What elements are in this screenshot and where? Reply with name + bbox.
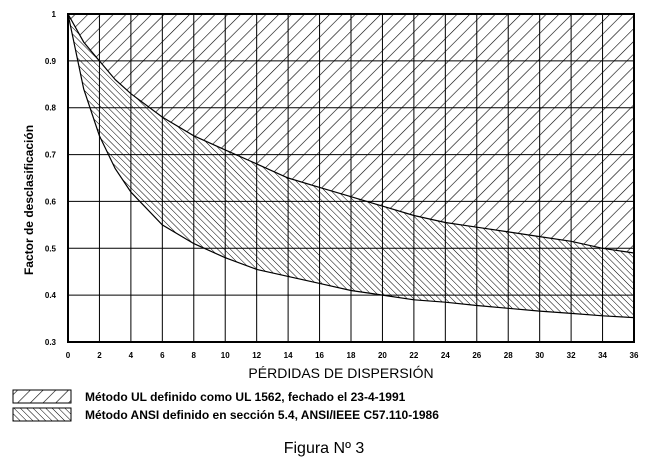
legend: Método UL definido como UL 1562, fechado…	[12, 389, 439, 422]
plot-frame	[67, 13, 635, 343]
x-tick-label: 28	[504, 351, 513, 360]
x-axis-label: PÉRDIDAS DE DISPERSIÓN	[248, 365, 433, 381]
legend-label-ul: Método UL definido como UL 1562, fechado…	[85, 390, 406, 404]
x-tick-label: 20	[378, 351, 387, 360]
x-tick-label: 32	[567, 351, 576, 360]
x-tick-label: 8	[192, 351, 197, 360]
legend-label-ansi: Método ANSI definido en sección 5.4, ANS…	[85, 408, 439, 422]
x-tick-label: 16	[315, 351, 324, 360]
x-tick-label: 6	[160, 351, 165, 360]
legend-swatch-ul	[12, 389, 72, 404]
legend-swatch-ansi	[12, 407, 72, 422]
x-tick-label: 26	[472, 351, 481, 360]
y-tick-label: 0.5	[45, 244, 57, 253]
area-ansi-method	[68, 14, 634, 318]
x-tick-label: 30	[535, 351, 544, 360]
y-tick-labels: 0.3 0.4 0.5 0.6 0.7 0.8 0.9 1	[45, 10, 57, 347]
x-tick-label: 4	[129, 351, 134, 360]
x-tick-label: 18	[347, 351, 356, 360]
x-tick-label: 0	[66, 351, 71, 360]
x-tick-label: 14	[284, 351, 293, 360]
x-tick-label: 10	[221, 351, 230, 360]
x-tick-label: 22	[409, 351, 418, 360]
y-tick-label: 0.9	[45, 57, 57, 66]
y-tick-label: 1	[52, 10, 57, 19]
x-tick-labels: 0 2 4 6 8 10 12 14 16 18 20 22 24 26 28 30 32 34 36	[66, 351, 639, 360]
x-tick-label: 34	[598, 351, 607, 360]
y-tick-label: 0.4	[45, 291, 57, 300]
y-tick-label: 0.8	[45, 104, 57, 113]
curve-layer	[67, 13, 635, 319]
x-tick-label: 24	[441, 351, 450, 360]
series-line-ansi	[67, 13, 635, 319]
y-axis-label: Factor de desclasificación	[22, 125, 36, 275]
y-tick-label: 0.6	[45, 197, 57, 206]
x-tick-label: 2	[97, 351, 102, 360]
series-line-ul	[67, 13, 635, 254]
y-tick-label: 0.7	[45, 151, 57, 160]
x-tick-label: 12	[252, 351, 261, 360]
x-tick-label: 36	[630, 351, 639, 360]
y-tick-label: 0.3	[45, 338, 57, 347]
figure-caption: Figura Nº 3	[283, 440, 365, 457]
